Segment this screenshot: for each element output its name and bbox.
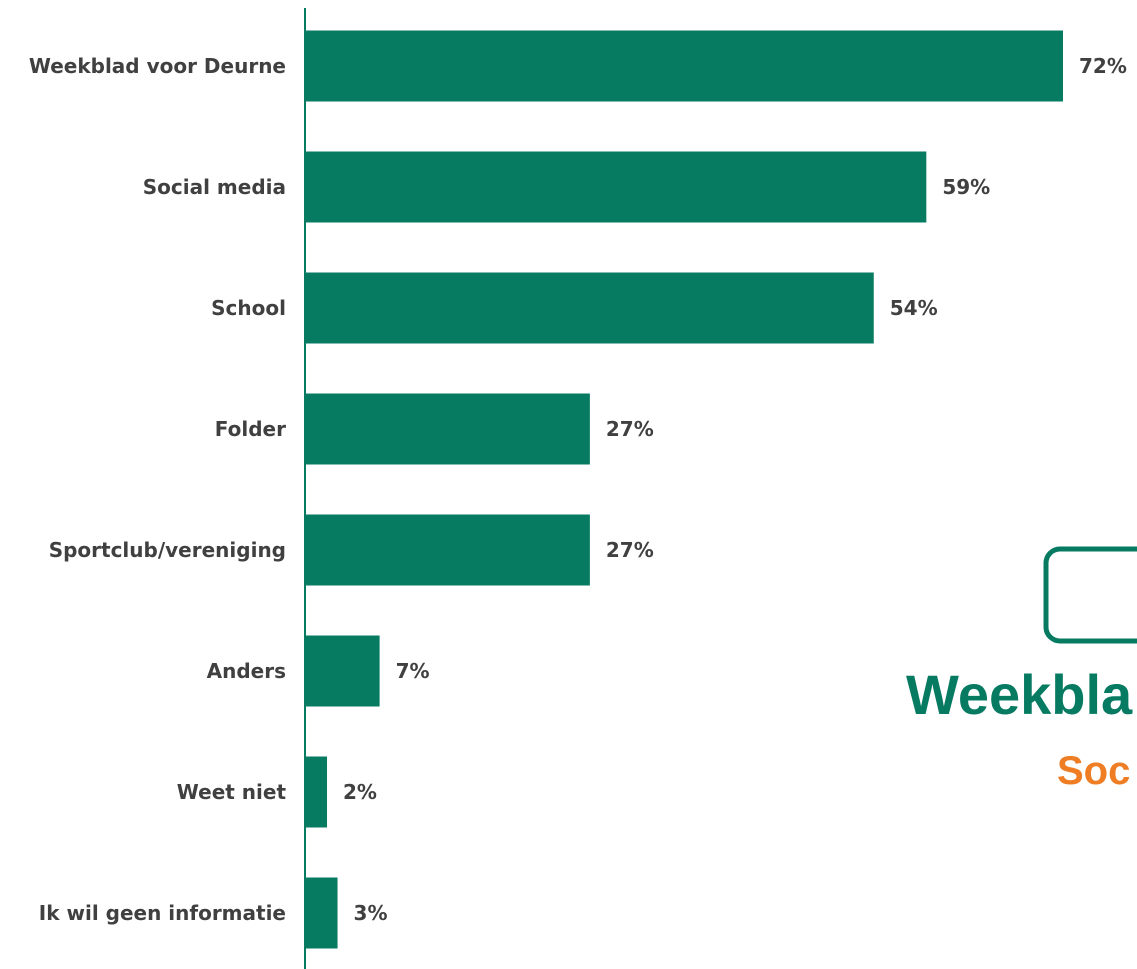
category-label-weekblad-voor-deurne: Weekblad voor Deurne xyxy=(29,54,286,78)
value-label-weekblad-voor-deurne: 72% xyxy=(1079,54,1127,78)
bar-school xyxy=(306,272,874,344)
value-labels: 72% 59% 54% 27% 27% 7% 2% 3% xyxy=(343,54,1127,925)
bar-sportclub-vereniging xyxy=(306,514,590,586)
category-label-weet-niet: Weet niet xyxy=(177,780,287,804)
category-label-social-media: Social media xyxy=(143,175,286,199)
bar-series xyxy=(306,30,1063,949)
value-label-school: 54% xyxy=(890,296,938,320)
bar-weet-niet xyxy=(306,756,328,828)
bar-folder xyxy=(306,393,590,465)
category-label-folder: Folder xyxy=(215,417,286,441)
value-label-weet-niet: 2% xyxy=(343,780,377,804)
bar-ik-wil-geen-informatie xyxy=(306,877,338,949)
category-label-ik-wil-geen-informatie: Ik wil geen informatie xyxy=(39,901,286,925)
bar-weekblad-voor-deurne xyxy=(306,30,1063,102)
value-label-ik-wil-geen-informatie: 3% xyxy=(354,901,388,925)
logo-watermark: Weekbla Soc xyxy=(906,546,1137,793)
bar-anders xyxy=(306,635,380,707)
logo-subtitle: Soc xyxy=(1057,749,1130,793)
category-label-sportclub-vereniging: Sportclub/vereniging xyxy=(49,538,286,562)
category-label-school: School xyxy=(211,296,286,320)
value-label-folder: 27% xyxy=(606,417,654,441)
logo-title: Weekbla xyxy=(906,663,1133,726)
category-label-anders: Anders xyxy=(207,659,286,683)
value-label-sportclub-vereniging: 27% xyxy=(606,538,654,562)
value-label-anders: 7% xyxy=(396,659,430,683)
bar-social-media xyxy=(306,151,927,223)
value-label-social-media: 59% xyxy=(942,175,990,199)
category-labels: Weekblad voor Deurne Social media School Fo… xyxy=(29,54,287,925)
logo-frame xyxy=(1043,546,1137,644)
